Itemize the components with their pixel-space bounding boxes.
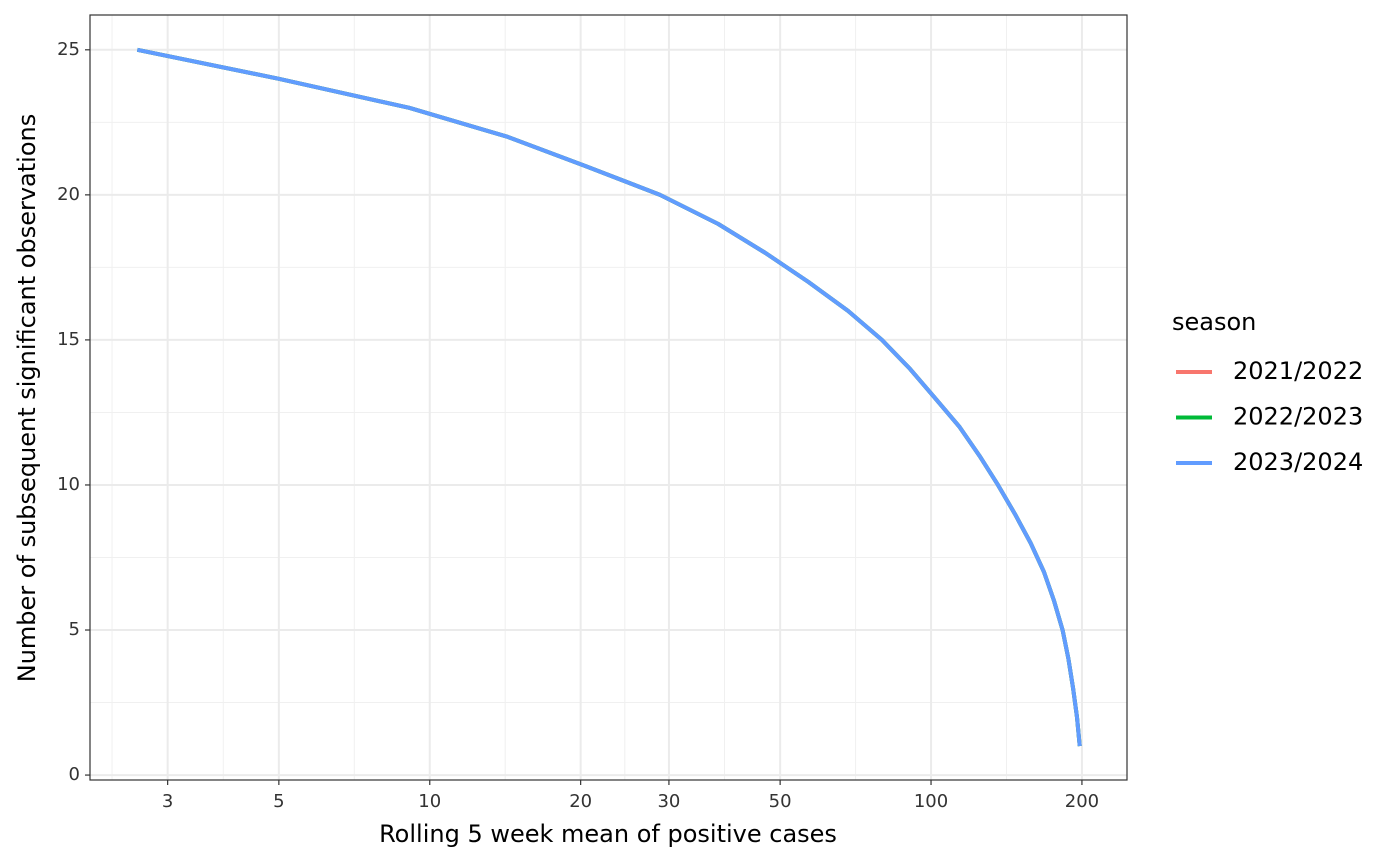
x-tick-label: 50: [769, 791, 792, 812]
y-tick-label: 15: [57, 329, 80, 350]
x-tick-label: 100: [914, 791, 948, 812]
y-tick-label: 25: [57, 39, 80, 60]
legend-label: 2021/2022: [1233, 357, 1363, 385]
x-tick-label: 10: [418, 791, 441, 812]
x-tick-label: 5: [273, 791, 284, 812]
x-tick-label: 200: [1065, 791, 1099, 812]
x-tick-label: 30: [657, 791, 680, 812]
y-tick-label: 10: [57, 474, 80, 495]
panel-border: [89, 14, 1128, 781]
y-tick-label: 0: [69, 764, 80, 785]
series-line: [136, 47, 1082, 747]
legend-label: 2023/2024: [1233, 448, 1363, 476]
x-tick-label: 3: [162, 791, 173, 812]
y-tick-label: 20: [57, 184, 80, 205]
y-tick-label: 5: [69, 619, 80, 640]
x-tick-label: 20: [569, 791, 592, 812]
legend-title: season: [1172, 308, 1256, 336]
legend-label: 2022/2023: [1233, 403, 1363, 431]
y-axis-title: Number of subsequent significant observa…: [13, 114, 41, 682]
x-axis-title: Rolling 5 week mean of positive cases: [379, 820, 837, 848]
